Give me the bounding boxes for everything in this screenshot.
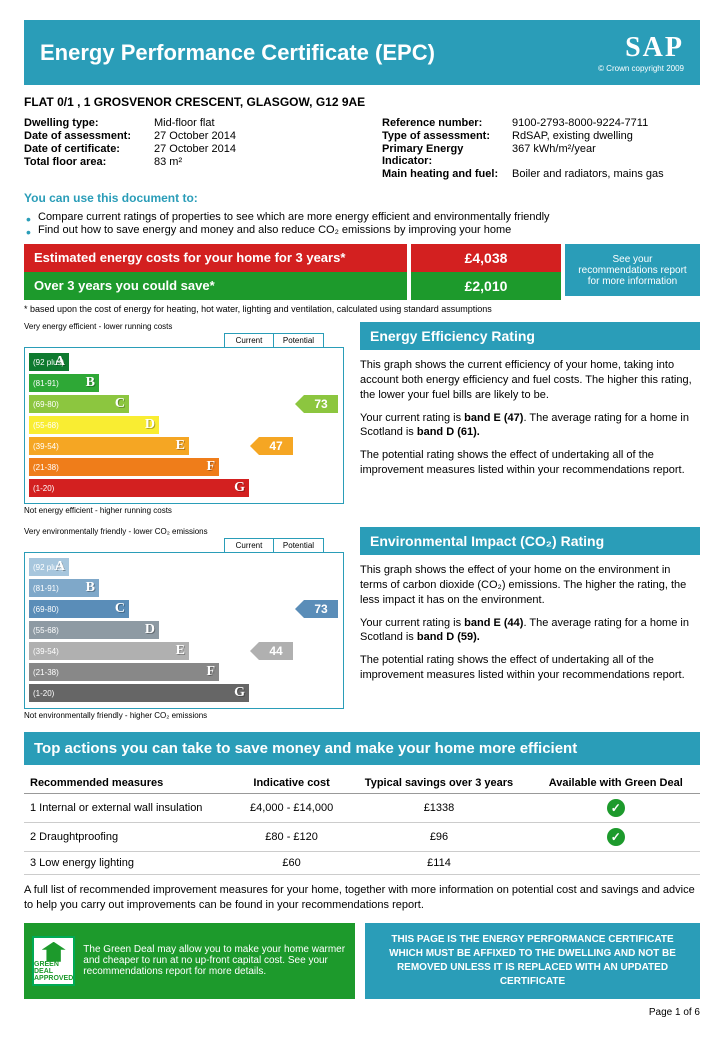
cost-estimate-value: £4,038 (411, 244, 561, 272)
detail-row: Date of assessment:27 October 2014 (24, 130, 342, 142)
efficiency-chart: Very energy efficient - lower running co… (24, 322, 344, 515)
green-deal-box: GREEN DEALAPPROVED The Green Deal may al… (24, 923, 355, 999)
rating-band-C: (69-80)C (29, 395, 129, 413)
header: Energy Performance Certificate (EPC) SAP… (24, 20, 700, 85)
rating-band-row: (1-20)G (29, 683, 339, 703)
rating-band-row: (55-68)D (29, 620, 339, 640)
measures-table: Recommended measuresIndicative costTypic… (24, 773, 700, 875)
potential-marker: 73 (304, 395, 338, 413)
rating-band-row: (92 plus)A (29, 352, 339, 372)
detail-row: Date of certificate:27 October 2014 (24, 143, 342, 155)
rating-band-G: (1-20)G (29, 479, 249, 497)
rating-band-row: (1-20)G (29, 478, 339, 498)
cost-note: See your recommendations report for more… (565, 244, 700, 296)
environmental-chart: Very environmentally friendly - lower CO… (24, 527, 344, 720)
rating-band-row: (39-54)E 47 (29, 436, 339, 456)
detail-row: Total floor area:83 m² (24, 156, 342, 168)
rating-band-A: (92 plus)A (29, 558, 69, 576)
sap-logo: SAP © Crown copyright 2009 (598, 32, 684, 73)
efficiency-text: Energy Efficiency Rating This graph show… (360, 322, 700, 515)
bullet-item: Find out how to save energy and money an… (24, 224, 700, 236)
rating-band-G: (1-20)G (29, 684, 249, 702)
actions-footnote: A full list of recommended improvement m… (24, 883, 700, 913)
usage-heading: You can use this document to: (24, 191, 700, 205)
rating-band-D: (55-68)D (29, 621, 159, 639)
detail-row: Type of assessment:RdSAP, existing dwell… (382, 130, 700, 142)
cost-save-value: £2,010 (411, 272, 561, 300)
table-header: Recommended measures (24, 773, 237, 794)
rating-band-B: (81-91)B (29, 579, 99, 597)
table-row: 1 Internal or external wall insulation £… (24, 794, 700, 823)
table-row: 2 Draughtproofing £80 - £120 £96 ✓ (24, 823, 700, 852)
rating-band-row: (21-38)F (29, 457, 339, 477)
table-header: Indicative cost (237, 773, 347, 794)
efficiency-title: Energy Efficiency Rating (360, 322, 700, 350)
rating-band-row: (39-54)E 44 (29, 641, 339, 661)
check-icon: ✓ (607, 828, 625, 846)
detail-row: Primary Energy Indicator:367 kWh/m²/year (382, 143, 700, 167)
rating-band-F: (21-38)F (29, 663, 219, 681)
bullet-item: Compare current ratings of properties to… (24, 211, 700, 223)
environmental-title: Environmental Impact (CO₂) Rating (360, 527, 700, 555)
usage-bullets: Compare current ratings of properties to… (24, 211, 700, 236)
rating-band-A: (92 plus)A (29, 353, 69, 371)
cost-estimate-row: Estimated energy costs for your home for… (24, 244, 700, 272)
page-title: Energy Performance Certificate (EPC) (40, 40, 435, 66)
cost-estimate-label: Estimated energy costs for your home for… (24, 244, 407, 272)
rating-band-row: (81-91)B (29, 578, 339, 598)
rating-band-E: (39-54)E (29, 437, 189, 455)
environmental-text: Environmental Impact (CO₂) Rating This g… (360, 527, 700, 720)
detail-row: Dwelling type:Mid-floor flat (24, 117, 342, 129)
rating-band-row: (69-80)C 73 (29, 599, 339, 619)
rating-band-row: (69-80)C 73 (29, 394, 339, 414)
property-details: Dwelling type:Mid-floor flatDate of asse… (24, 117, 700, 181)
table-header: Typical savings over 3 years (347, 773, 532, 794)
check-icon: ✓ (607, 799, 625, 817)
rating-band-row: (21-38)F (29, 662, 339, 682)
table-header: Available with Green Deal (531, 773, 700, 794)
rating-band-row: (81-91)B (29, 373, 339, 393)
rating-band-F: (21-38)F (29, 458, 219, 476)
current-marker: 47 (259, 437, 293, 455)
green-deal-badge-icon: GREEN DEALAPPROVED (32, 936, 75, 986)
rating-band-E: (39-54)E (29, 642, 189, 660)
affix-notice: THIS PAGE IS THE ENERGY PERFORMANCE CERT… (365, 923, 700, 999)
potential-marker: 73 (304, 600, 338, 618)
current-marker: 44 (259, 642, 293, 660)
rating-band-C: (69-80)C (29, 600, 129, 618)
table-row: 3 Low energy lighting £60 £114 (24, 852, 700, 875)
rating-band-B: (81-91)B (29, 374, 99, 392)
rating-band-D: (55-68)D (29, 416, 159, 434)
rating-band-row: (55-68)D (29, 415, 339, 435)
cost-footnote: * based upon the cost of energy for heat… (24, 304, 700, 314)
top-actions-title: Top actions you can take to save money a… (24, 732, 700, 765)
rating-band-row: (92 plus)A (29, 557, 339, 577)
page-number: Page 1 of 6 (24, 1007, 700, 1018)
detail-row: Main heating and fuel:Boiler and radiato… (382, 168, 700, 180)
cost-save-label: Over 3 years you could save* (24, 272, 407, 300)
detail-row: Reference number:9100-2793-8000-9224-771… (382, 117, 700, 129)
property-address: FLAT 0/1 , 1 GROSVENOR CRESCENT, GLASGOW… (24, 95, 700, 109)
